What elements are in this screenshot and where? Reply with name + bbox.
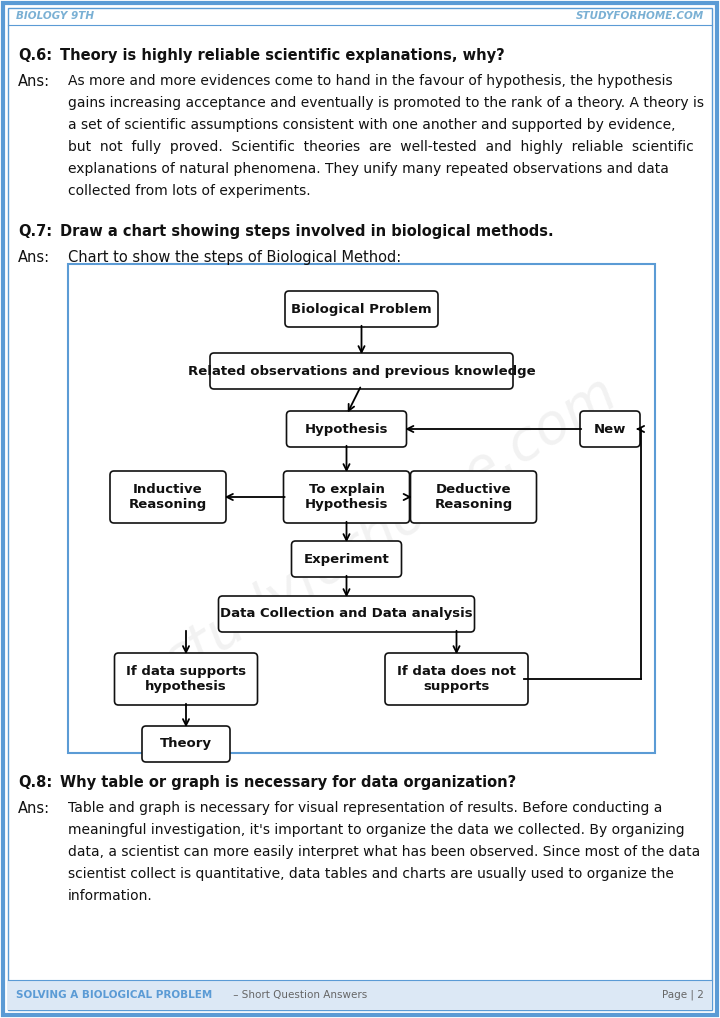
Text: scientist collect is quantitative, data tables and charts are usually used to or: scientist collect is quantitative, data … — [68, 867, 674, 881]
Text: data, a scientist can more easily interpret what has been observed. Since most o: data, a scientist can more easily interp… — [68, 845, 701, 859]
Text: Why table or graph is necessary for data organization?: Why table or graph is necessary for data… — [60, 775, 516, 790]
Text: As more and more evidences come to hand in the favour of hypothesis, the hypothe: As more and more evidences come to hand … — [68, 74, 672, 88]
Text: BIOLOGY 9TH: BIOLOGY 9TH — [16, 11, 94, 21]
Text: Ans:: Ans: — [18, 74, 50, 89]
Text: Inductive
Reasoning: Inductive Reasoning — [129, 483, 207, 511]
Text: New: New — [594, 422, 626, 436]
Text: Hypothesis: Hypothesis — [305, 422, 388, 436]
Text: Q.6:: Q.6: — [18, 48, 52, 63]
Text: Biological Problem: Biological Problem — [291, 302, 432, 316]
FancyBboxPatch shape — [285, 291, 438, 327]
Text: Draw a chart showing steps involved in biological methods.: Draw a chart showing steps involved in b… — [60, 224, 554, 239]
FancyBboxPatch shape — [110, 471, 226, 523]
Text: but  not  fully  proved.  Scientific  theories  are  well-tested  and  highly  r: but not fully proved. Scientific theorie… — [68, 140, 694, 154]
Text: Ans:: Ans: — [18, 801, 50, 816]
Text: Q.8:: Q.8: — [18, 775, 53, 790]
Text: – Short Question Answers: – Short Question Answers — [230, 989, 367, 1000]
Text: If data does not
supports: If data does not supports — [397, 665, 516, 693]
Text: STUDYFORHOME.COM: STUDYFORHOME.COM — [576, 11, 704, 21]
Text: Page | 2: Page | 2 — [662, 989, 704, 1001]
Text: SOLVING A BIOLOGICAL PROBLEM: SOLVING A BIOLOGICAL PROBLEM — [16, 989, 212, 1000]
FancyBboxPatch shape — [218, 596, 474, 632]
FancyBboxPatch shape — [580, 411, 640, 447]
Text: Data Collection and Data analysis: Data Collection and Data analysis — [220, 608, 473, 621]
Text: Related observations and previous knowledge: Related observations and previous knowle… — [188, 364, 535, 378]
FancyBboxPatch shape — [292, 541, 402, 577]
Text: Ans:: Ans: — [18, 250, 50, 265]
Text: Theory is highly reliable scientific explanations, why?: Theory is highly reliable scientific exp… — [60, 48, 505, 63]
FancyBboxPatch shape — [410, 471, 536, 523]
Bar — [8, 980, 712, 1010]
FancyBboxPatch shape — [142, 726, 230, 762]
Text: Deductive
Reasoning: Deductive Reasoning — [434, 483, 513, 511]
Text: Theory: Theory — [160, 737, 212, 750]
Text: a set of scientific assumptions consistent with one another and supported by evi: a set of scientific assumptions consiste… — [68, 118, 675, 132]
FancyBboxPatch shape — [210, 353, 513, 389]
Text: Q.7:: Q.7: — [18, 224, 52, 239]
Bar — [68, 264, 655, 753]
FancyBboxPatch shape — [287, 411, 407, 447]
Text: Table and graph is necessary for visual representation of results. Before conduc: Table and graph is necessary for visual … — [68, 801, 662, 815]
Text: If data supports
hypothesis: If data supports hypothesis — [126, 665, 246, 693]
Text: collected from lots of experiments.: collected from lots of experiments. — [68, 184, 310, 197]
Text: Experiment: Experiment — [304, 553, 390, 566]
FancyBboxPatch shape — [114, 653, 258, 705]
Text: To explain
Hypothesis: To explain Hypothesis — [305, 483, 388, 511]
Text: information.: information. — [68, 889, 153, 903]
Text: gains increasing acceptance and eventually is promoted to the rank of a theory. : gains increasing acceptance and eventual… — [68, 96, 704, 110]
FancyBboxPatch shape — [284, 471, 410, 523]
FancyBboxPatch shape — [385, 653, 528, 705]
Text: explanations of natural phenomena. They unify many repeated observations and dat: explanations of natural phenomena. They … — [68, 162, 669, 176]
Text: Chart to show the steps of Biological Method:: Chart to show the steps of Biological Me… — [68, 250, 401, 265]
Text: meaningful investigation, it's important to organize the data we collected. By o: meaningful investigation, it's important… — [68, 823, 685, 837]
Text: studyforhome.com: studyforhome.com — [154, 366, 626, 689]
